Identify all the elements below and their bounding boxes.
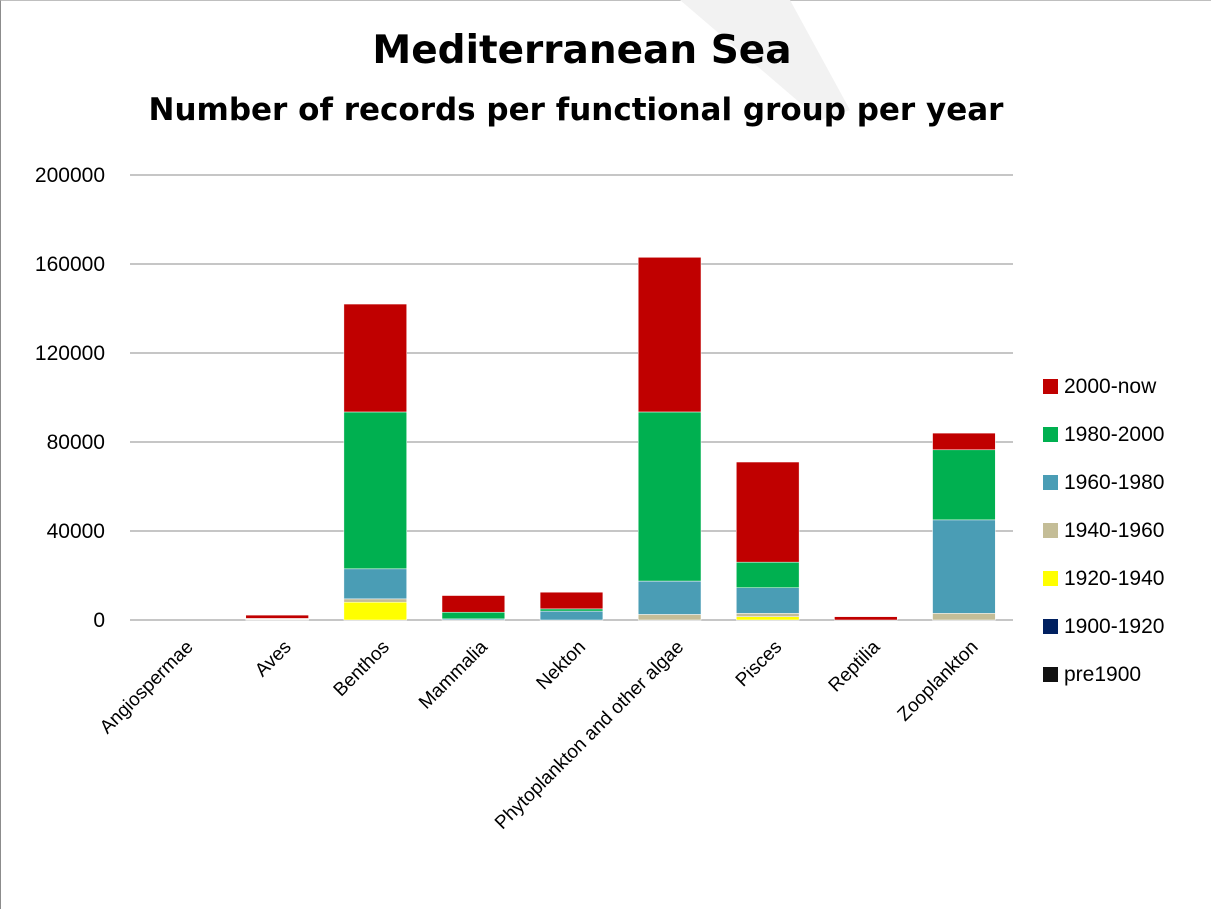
- legend-label: 1980-2000: [1064, 423, 1164, 446]
- bar-segment: [343, 411, 407, 570]
- bar-segment: [932, 613, 996, 621]
- x-axis-categories: Angiospermae Aves Benthos Mammalia NektonPhy…: [96, 636, 982, 833]
- y-axis-ticks: 0 40000 80000 120000 160000 200000: [35, 164, 105, 632]
- x-category-label: Mammalia: [415, 636, 492, 713]
- bars: [245, 257, 996, 621]
- bar-segment: [539, 608, 604, 612]
- bar-segment: [539, 591, 604, 610]
- bar-segment: [736, 561, 800, 588]
- bar-segment: [343, 303, 407, 413]
- bar-segment: [932, 519, 996, 614]
- bar-segment: [343, 598, 407, 603]
- y-tick-label: 120000: [35, 342, 105, 365]
- legend-swatch: [1043, 571, 1058, 586]
- legend-label: 1960-1980: [1064, 471, 1164, 494]
- bar-segment: [343, 601, 407, 621]
- x-category-label: Nekton: [533, 637, 590, 694]
- legend-swatch: [1043, 427, 1058, 442]
- bar-segment: [736, 461, 800, 563]
- bar-segment: [441, 595, 506, 613]
- legend-label: 1920-1940: [1064, 567, 1164, 590]
- x-category-label: Reptilia: [825, 636, 885, 696]
- legend: 2000-now 1980-2000 1960-1980 1940-1960 1920-…: [1043, 375, 1164, 686]
- bar-segment: [736, 616, 800, 621]
- legend-label: 2000-now: [1064, 375, 1157, 398]
- bar-segment: [637, 257, 702, 413]
- x-category-label: Zooplankton: [894, 637, 983, 726]
- bar-segment: [637, 614, 702, 621]
- x-category-label: Aves: [251, 637, 295, 681]
- bar-segment: [932, 432, 996, 451]
- legend-swatch: [1043, 667, 1058, 682]
- y-tick-label: 80000: [47, 431, 105, 454]
- bar-segment: [245, 614, 309, 619]
- bar-segment: [736, 587, 800, 614]
- legend-swatch: [1043, 475, 1058, 490]
- x-category-label: Benthos: [330, 637, 394, 701]
- y-tick-label: 0: [93, 609, 105, 632]
- legend-swatch: [1043, 619, 1058, 634]
- bar-segment: [736, 613, 800, 617]
- grid-lines: [130, 174, 1013, 621]
- legend-label: 1900-1920: [1064, 615, 1164, 638]
- legend-label: pre1900: [1064, 663, 1141, 686]
- y-tick-label: 40000: [47, 520, 105, 543]
- bar-segment: [637, 580, 702, 615]
- y-tick-label: 200000: [35, 164, 105, 187]
- legend-swatch: [1043, 379, 1058, 394]
- x-category-label: Pisces: [732, 637, 786, 691]
- x-category-label: Angiospermae: [96, 637, 197, 738]
- y-tick-label: 160000: [35, 253, 105, 276]
- bar-segment: [637, 411, 702, 582]
- bar-segment: [343, 568, 407, 600]
- x-category-label: Phytoplankton and other algae: [491, 637, 688, 834]
- watermark-shape: [680, 0, 850, 120]
- chart-subtitle: Number of records per functional group p…: [149, 92, 1005, 128]
- bar-segment: [834, 616, 898, 621]
- bar-segment: [441, 611, 506, 620]
- legend-swatch: [1043, 523, 1058, 538]
- legend-label: 1940-1960: [1064, 519, 1164, 542]
- bar-segment: [539, 610, 604, 621]
- chart-title: Mediterranean Sea: [372, 28, 791, 73]
- bar-segment: [932, 449, 996, 521]
